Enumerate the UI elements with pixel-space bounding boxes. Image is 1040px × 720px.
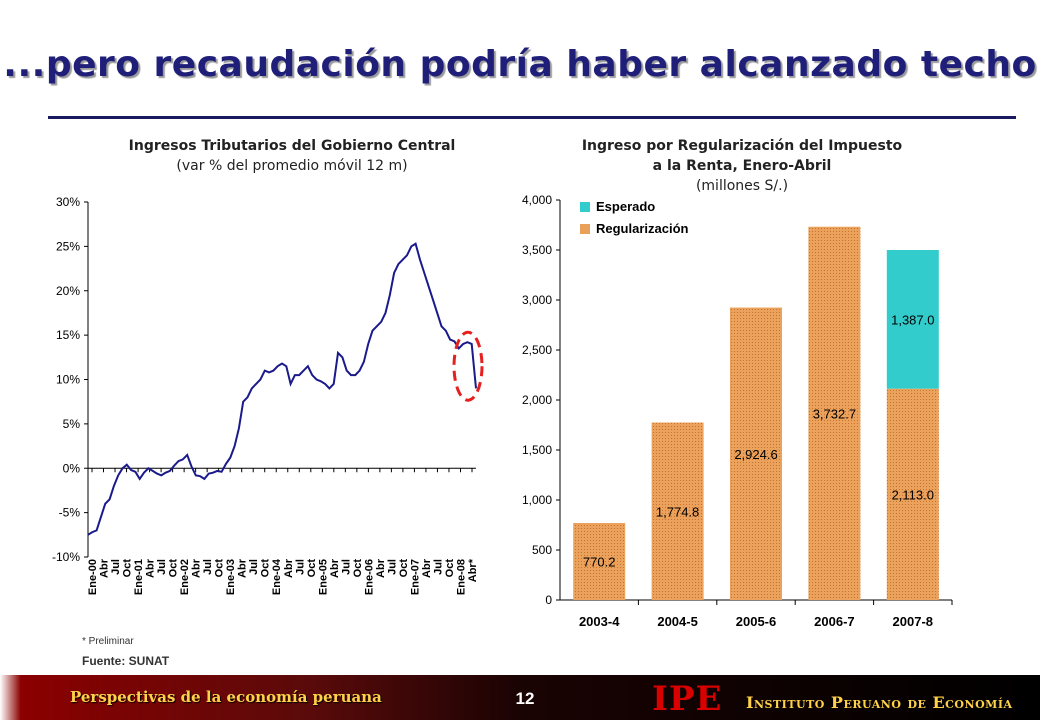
x-tick-label: Oct [444, 559, 456, 578]
highlight-ellipse [452, 330, 484, 402]
x-tick-label: Jul [248, 559, 260, 575]
y-tick-label: 1,000 [522, 493, 552, 507]
y-tick-label: 4,000 [522, 193, 552, 207]
x-tick-label: Ene-03 [225, 559, 237, 595]
title-rule [48, 116, 1016, 119]
x-tick-label: Abr [237, 558, 249, 578]
x-tick-label: Ene-00 [87, 559, 99, 595]
x-tick-label: Abr [375, 558, 387, 578]
slide-title: ...pero recaudación podría haber alcanza… [3, 44, 1037, 85]
y-tick-label: 0% [63, 461, 81, 475]
y-tick-label: 0 [545, 593, 552, 607]
x-tick-label: Jul [432, 559, 444, 575]
x-tick-label: Jul [202, 559, 214, 575]
y-tick-label: -5% [59, 506, 81, 520]
legend-label-esperado: Esperado [596, 199, 655, 214]
bar-chart-title-block: Ingreso por Regularización del Impuesto … [532, 136, 952, 196]
preliminary-note: * Preliminar [82, 636, 134, 647]
category-label: 2003-4 [579, 614, 620, 629]
bar-value-label: 770.2 [583, 554, 616, 569]
x-tick-label: Abr [283, 558, 295, 578]
bar-regularizacion [730, 307, 782, 600]
bar-value-label: 3,732.7 [813, 406, 856, 421]
line-chart-title: Ingresos Tributarios del Gobierno Centra… [128, 138, 456, 154]
page-number: 12 [515, 689, 535, 708]
x-tick-label: Ene-05 [317, 559, 329, 595]
x-tick-label: Abr [145, 558, 157, 578]
source-note: Fuente: SUNAT [82, 654, 170, 668]
category-label: 2004-5 [657, 614, 697, 629]
bar-regularizacion [808, 226, 861, 601]
x-tick-label: Abr [329, 558, 341, 578]
bar-regularizacion [651, 422, 704, 600]
y-tick-label: 2,500 [522, 343, 552, 357]
x-tick-label: Oct [122, 559, 134, 578]
y-tick-label: 15% [56, 328, 80, 342]
category-label: 2007-8 [893, 614, 933, 629]
bar-chart-title-line1: Ingreso por Regularización del Impuesto [581, 138, 903, 154]
x-tick-label: Oct [168, 559, 180, 578]
bar-value-label: 2,113.0 [892, 487, 934, 502]
x-tick-label: Ene-02 [179, 559, 191, 595]
legend-swatch-esperado [580, 202, 590, 212]
bar-chart-subtitle: (millones S/.) [695, 178, 789, 194]
category-label: 2006-7 [814, 614, 854, 629]
y-tick-label: 20% [56, 284, 80, 298]
ipe-logo: IPE [652, 679, 723, 719]
x-tick-label: Ene-04 [271, 558, 283, 595]
x-tick-label: Ene-01 [133, 559, 145, 595]
y-tick-label: 10% [56, 373, 80, 387]
y-tick-label: 5% [63, 417, 81, 431]
x-tick-label: Ene-07 [409, 559, 421, 595]
x-tick-label: Jul [110, 559, 122, 575]
x-tick-label: Jul [156, 559, 168, 575]
institute-name: Instituto Peruano de Economía [746, 693, 1013, 712]
legend-swatch-regularizacion [580, 224, 590, 234]
line-series [87, 242, 477, 536]
bar-regularizacion [573, 522, 626, 600]
x-tick-label: Oct [398, 559, 410, 578]
x-tick-label: Jul [340, 559, 352, 575]
x-tick-label: Ene-08 [455, 559, 467, 595]
bar-value-label: 1,774.8 [656, 504, 699, 519]
y-tick-label: 2,000 [522, 393, 552, 407]
x-tick-label: Ene-06 [363, 559, 375, 595]
bar-esperado [886, 250, 939, 389]
x-tick-label: Abr [99, 558, 111, 578]
y-tick-label: 500 [532, 543, 552, 557]
category-label: 2005-6 [736, 614, 776, 629]
y-tick-label: 3,500 [522, 243, 552, 257]
y-tick-label: 30% [56, 195, 80, 209]
x-tick-label: Abr* [467, 558, 479, 582]
bar-value-label: 2,924.6 [734, 447, 777, 462]
y-tick-label: -10% [52, 550, 80, 564]
y-tick-label: 25% [56, 239, 80, 253]
x-tick-label: Jul [386, 559, 398, 575]
y-tick-label: 3,000 [522, 293, 552, 307]
line-chart-subtitle: (var % del promedio móvil 12 m) [176, 158, 408, 174]
x-tick-label: Abr [421, 558, 433, 578]
legend-label-regularizacion: Regularización [596, 221, 689, 236]
footer-title: Perspectivas de la economía peruana [70, 688, 382, 706]
bar-regularizacion [886, 388, 939, 600]
x-tick-label: Jul [294, 559, 306, 575]
bar-chart: 0 500 1,000 1,500 2,000 2,500 3,000 3,500 4,000 2… [522, 193, 953, 629]
bar-chart-title-line2: a la Renta, Enero-Abril [652, 158, 832, 174]
bar-value-label: 1,387.0 [891, 312, 934, 327]
line-chart: -10%-5%0%5%10%15%20%25%30%Ene-00 Abr Jul Oc… [52, 195, 484, 595]
footer-bar [0, 675, 1040, 720]
y-tick-label: 1,500 [522, 443, 552, 457]
x-tick-label: Oct [260, 559, 272, 578]
line-chart-title-block: Ingresos Tributarios del Gobierno Centra… [82, 136, 502, 176]
x-tick-label: Oct [214, 559, 226, 578]
x-tick-label: Oct [306, 559, 318, 578]
x-tick-label: Oct [352, 559, 364, 578]
x-tick-label: Abr [191, 558, 203, 578]
